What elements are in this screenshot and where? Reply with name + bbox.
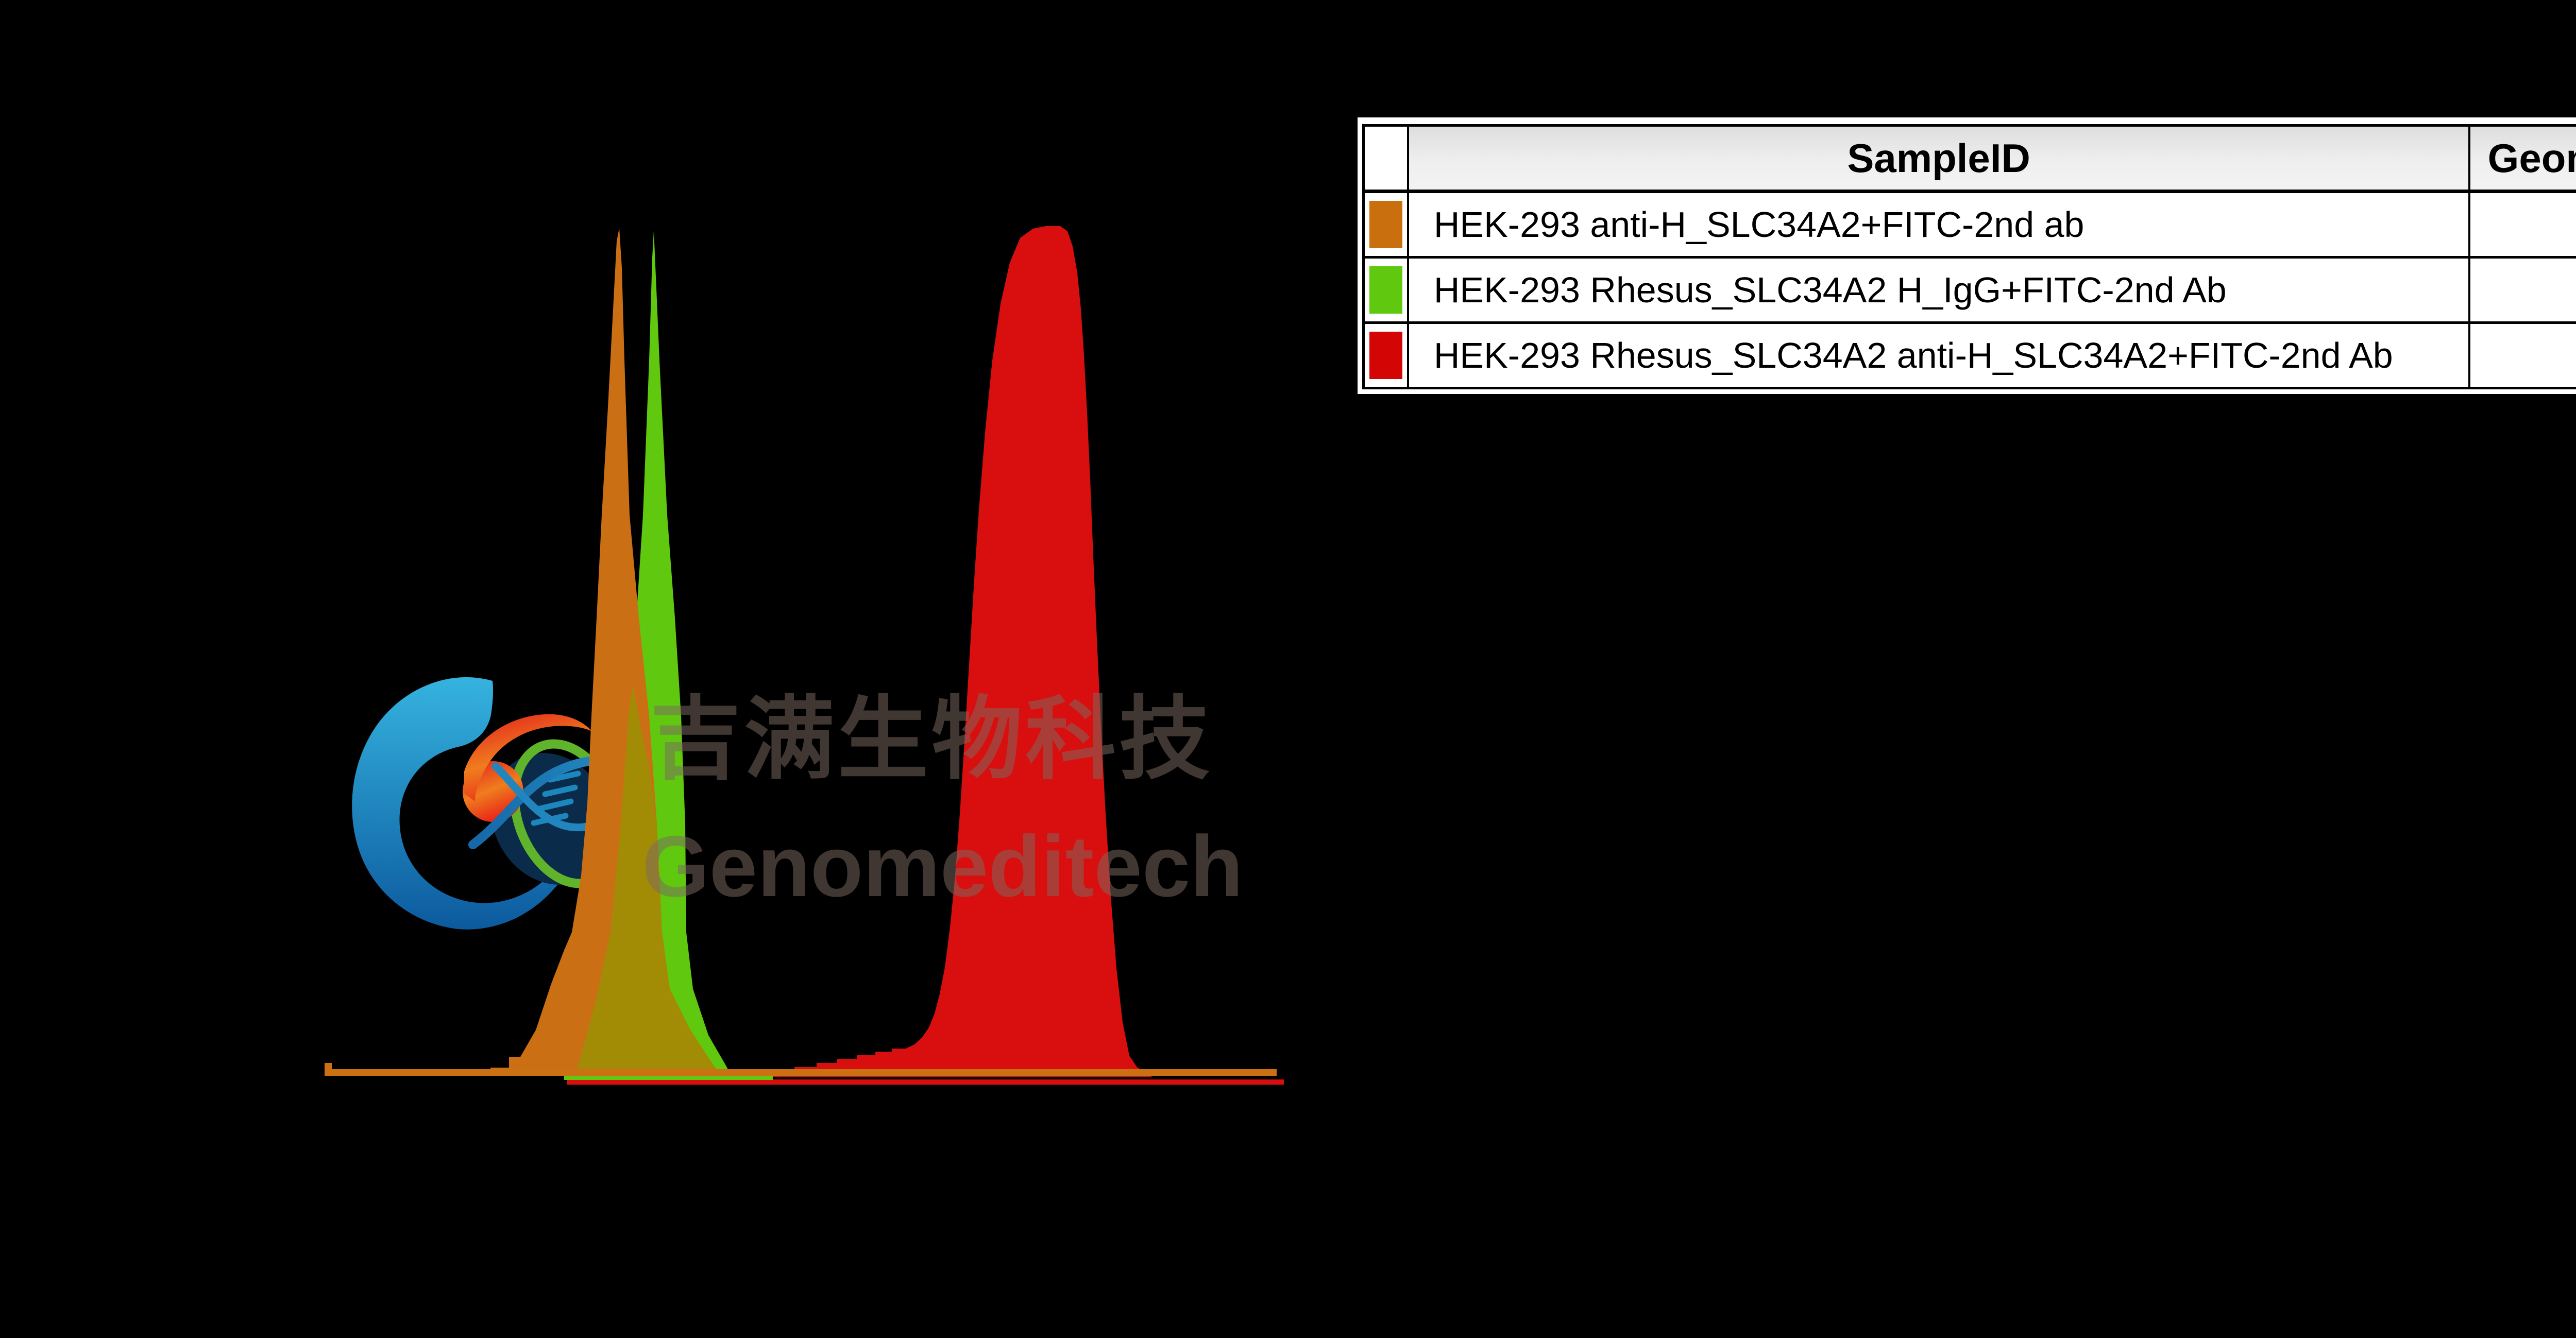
series-color-swatch xyxy=(1369,201,1402,248)
series-color-swatch xyxy=(1369,332,1402,379)
histogram-baseline xyxy=(325,1069,1277,1076)
genomeditech-logo-icon xyxy=(352,677,624,930)
sampleid-column-header: SampleID xyxy=(1406,124,2471,193)
series-color-swatch xyxy=(1369,266,1402,314)
table-row: HEK-293 Rhesus_SLC34A2 H_IgG+FITC-2nd Ab… xyxy=(1362,256,2576,324)
histogram-baseline xyxy=(325,1063,332,1069)
sample-id-cell: HEK-293 anti-H_SLC34A2+FITC-2nd ab xyxy=(1406,190,2471,259)
sample-id-cell: HEK-293 Rhesus_SLC34A2 H_IgG+FITC-2nd Ab xyxy=(1406,256,2471,324)
table-row: HEK-293 anti-H_SLC34A2+FITC-2nd ab734 xyxy=(1362,190,2576,259)
table-header-row: SampleID Geometric Mean : B530-H xyxy=(1362,124,2576,193)
histogram-red xyxy=(773,226,1152,1077)
histogram-baseline xyxy=(564,1075,773,1080)
table-row: HEK-293 Rhesus_SLC34A2 anti-H_SLC34A2+FI… xyxy=(1362,321,2576,389)
histograms xyxy=(325,226,1284,1085)
logo-red-arm xyxy=(464,714,592,801)
geometric-mean-cell: 285413 xyxy=(2468,321,2576,389)
geomean-column-header: Geometric Mean : B530-H xyxy=(2468,124,2576,193)
series-color-cell xyxy=(1362,321,1409,389)
watermark-english-text: Genomeditech xyxy=(642,818,1243,915)
histogram-orange xyxy=(490,228,719,1074)
baselines xyxy=(325,1063,1284,1085)
histogram-overlap xyxy=(576,685,719,1074)
color-column-header xyxy=(1362,124,1409,193)
logo-blue-swirl xyxy=(352,677,557,930)
watermark-chinese-text: 吉满生物科技 xyxy=(650,689,1213,790)
histogram-baseline xyxy=(567,1079,1284,1085)
statistics-table: SampleID Geometric Mean : B530-H HEK-293… xyxy=(1362,124,2576,389)
series-color-cell xyxy=(1362,256,1409,324)
series-color-cell xyxy=(1362,190,1409,259)
sample-id-cell: HEK-293 Rhesus_SLC34A2 anti-H_SLC34A2+FI… xyxy=(1406,321,2471,389)
geometric-mean-cell: 1098 xyxy=(2468,256,2576,324)
logo-dna-strand-2 xyxy=(492,762,603,832)
geometric-mean-cell: 734 xyxy=(2468,190,2576,259)
statistics-table-panel: SampleID Geometric Mean : B530-H HEK-293… xyxy=(1358,117,2576,394)
logo-dna-strand-1 xyxy=(468,756,603,849)
histogram-green xyxy=(565,231,753,1074)
